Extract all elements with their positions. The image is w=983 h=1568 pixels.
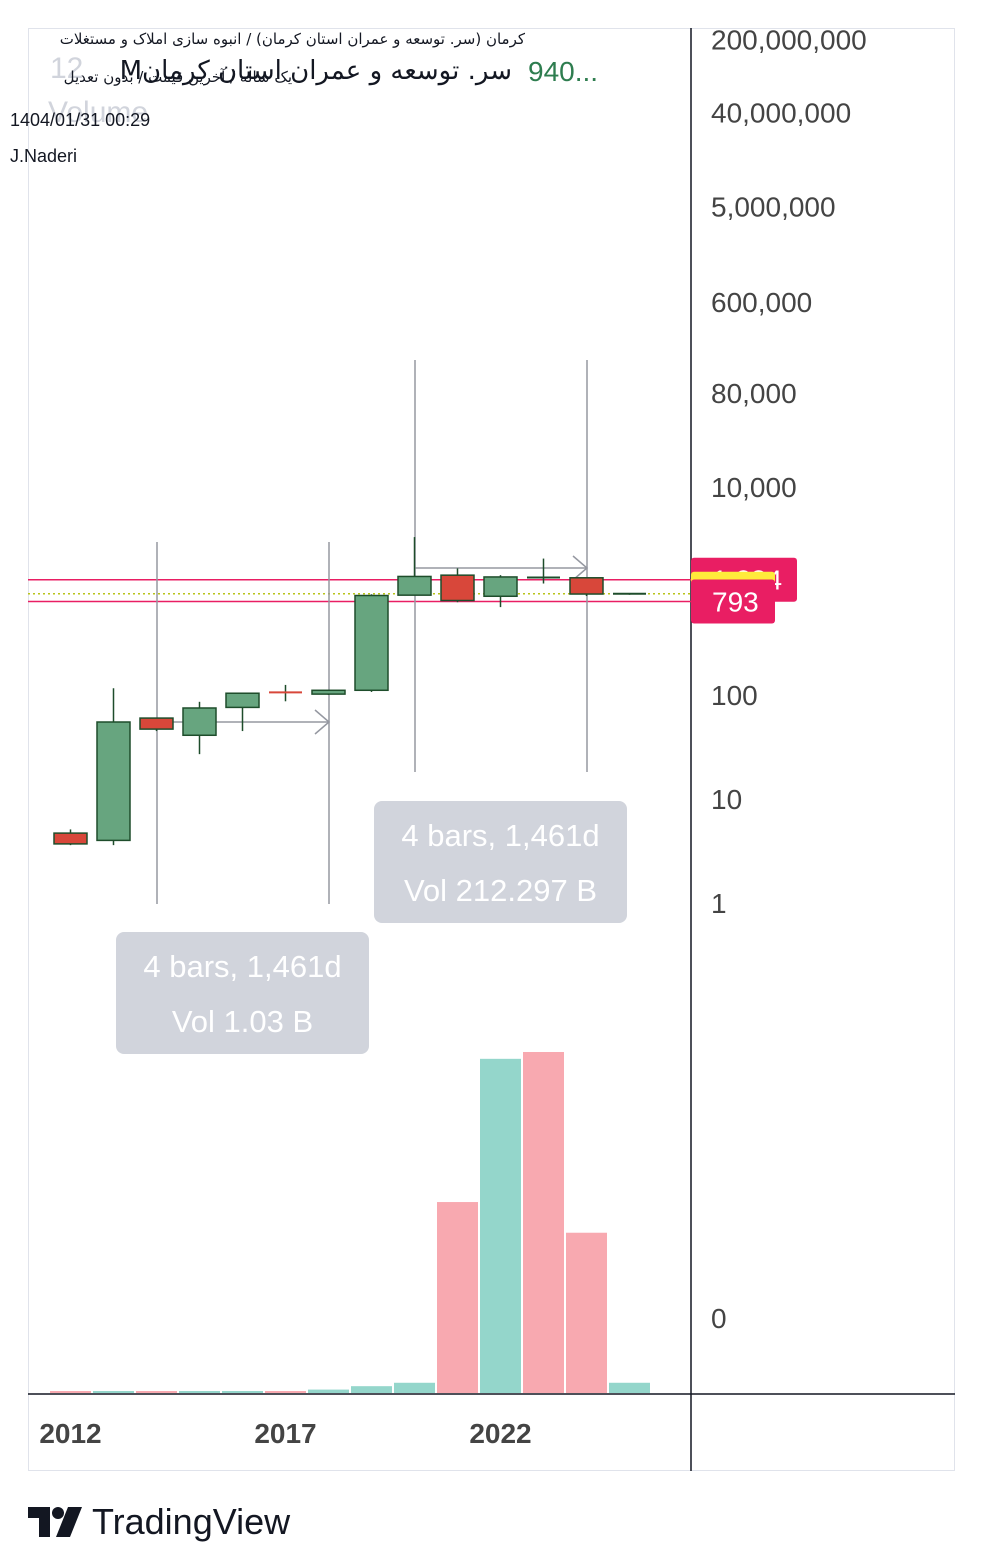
- tradingview-wordmark: TradingView: [92, 1501, 291, 1542]
- legend-prefix: M: [119, 56, 143, 86]
- chart-settings-line: یک ساله / آخرین قیمت / بدون تعدیل: [63, 68, 292, 86]
- legend-interval-ghost: 12: [50, 52, 84, 85]
- legend-price: 940...: [528, 56, 599, 87]
- symbol-description: کرمان (سر. توسعه و عمران استان کرمان) / …: [59, 30, 525, 48]
- snapshot-timestamp: 1404/01/31 00:29: [10, 110, 151, 130]
- author-name: J.Naderi: [10, 146, 78, 166]
- tradingview-logo-icon: [28, 1507, 82, 1537]
- tradingview-logo[interactable]: TradingView: [28, 1500, 290, 1544]
- legend-title: سر. توسعه و عمران استان کرمانM: [120, 56, 512, 86]
- legend-volume-ghost: Volume: [48, 96, 149, 129]
- legend-title-text: سر. توسعه و عمران استان کرمان: [142, 56, 512, 86]
- chart-frame: [28, 28, 955, 1471]
